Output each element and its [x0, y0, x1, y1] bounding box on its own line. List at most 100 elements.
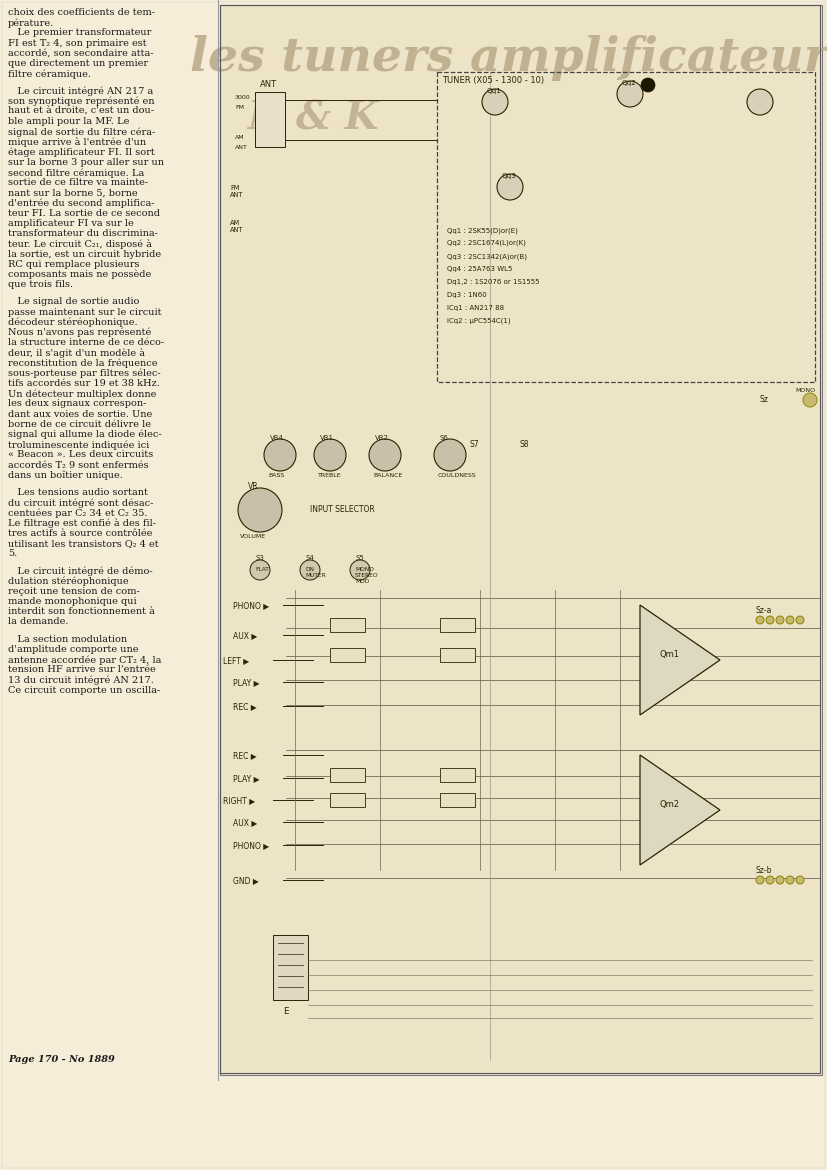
- Text: RC qui remplace plusieurs: RC qui remplace plusieurs: [8, 260, 140, 269]
- Text: Les tensions audio sortant: Les tensions audio sortant: [8, 488, 148, 497]
- Polygon shape: [640, 605, 720, 715]
- Text: accordés T₂ 9 sont enfermés: accordés T₂ 9 sont enfermés: [8, 461, 149, 469]
- Text: DN
MUTER: DN MUTER: [305, 567, 326, 578]
- Text: PLAY ▶: PLAY ▶: [233, 775, 260, 783]
- Text: « Beacon ». Les deux circuits: « Beacon ». Les deux circuits: [8, 450, 153, 460]
- Bar: [330, 793, 365, 807]
- Bar: [330, 648, 365, 662]
- Text: Qq1 : 2SK55(D)or(E): Qq1 : 2SK55(D)or(E): [447, 227, 518, 234]
- Text: MONO: MONO: [795, 388, 815, 393]
- Circle shape: [314, 439, 346, 472]
- Text: AUX ▶: AUX ▶: [233, 631, 257, 640]
- Text: troluminescente indiquée ici: troluminescente indiquée ici: [8, 440, 149, 449]
- Text: antenne accordée par CT₂ 4, la: antenne accordée par CT₂ 4, la: [8, 655, 161, 665]
- Text: signal qui allume la diode élec-: signal qui allume la diode élec-: [8, 431, 161, 440]
- Text: Qq3: Qq3: [502, 173, 517, 179]
- Circle shape: [497, 174, 523, 200]
- Bar: [330, 618, 365, 632]
- Text: PHONO ▶: PHONO ▶: [233, 841, 269, 849]
- Text: 3000: 3000: [235, 95, 251, 99]
- Circle shape: [350, 560, 370, 580]
- Text: Qq2 : 2SC1674(L)or(K): Qq2 : 2SC1674(L)or(K): [447, 240, 526, 247]
- Text: sur la borne 3 pour aller sur un: sur la borne 3 pour aller sur un: [8, 158, 164, 167]
- Text: ANT: ANT: [235, 145, 248, 150]
- Text: dans un boîtier unique.: dans un boîtier unique.: [8, 470, 123, 481]
- Bar: [255, 92, 285, 147]
- Text: sous-porteuse par filtres sélec-: sous-porteuse par filtres sélec-: [8, 369, 160, 378]
- Circle shape: [747, 89, 773, 115]
- Text: amplificateur FI va sur le: amplificateur FI va sur le: [8, 219, 134, 228]
- Circle shape: [238, 488, 282, 532]
- Text: Le signal de sortie audio: Le signal de sortie audio: [8, 297, 140, 307]
- Text: AM: AM: [235, 135, 245, 140]
- Text: PHONO ▶: PHONO ▶: [233, 601, 269, 610]
- Text: S8: S8: [520, 440, 529, 449]
- Circle shape: [776, 615, 784, 624]
- Text: BASS: BASS: [268, 473, 284, 479]
- Text: TREBLE: TREBLE: [318, 473, 342, 479]
- Text: Le circuit intégré de démo-: Le circuit intégré de démo-: [8, 566, 153, 576]
- Circle shape: [300, 560, 320, 580]
- Text: REC ▶: REC ▶: [233, 702, 256, 711]
- Text: VR1: VR1: [320, 435, 334, 441]
- Bar: [440, 793, 475, 807]
- Text: FI est T₂ 4, son primaire est: FI est T₂ 4, son primaire est: [8, 39, 146, 48]
- Circle shape: [482, 89, 508, 115]
- Text: S4: S4: [305, 555, 313, 560]
- Polygon shape: [640, 755, 720, 865]
- Text: VR: VR: [248, 482, 259, 491]
- Text: VOLUME: VOLUME: [240, 534, 266, 539]
- Text: pérature.: pérature.: [8, 19, 55, 28]
- Text: décodeur stéréophonique.: décodeur stéréophonique.: [8, 318, 137, 328]
- Text: composants mais ne possède: composants mais ne possède: [8, 270, 151, 280]
- Text: Qm2: Qm2: [660, 800, 680, 808]
- Circle shape: [250, 560, 270, 580]
- Text: Qq2: Qq2: [622, 80, 637, 87]
- Text: teur. Le circuit C₂₁, disposé à: teur. Le circuit C₂₁, disposé à: [8, 240, 152, 249]
- Text: dant aux voies de sortie. Une: dant aux voies de sortie. Une: [8, 410, 152, 419]
- Bar: [220, 5, 822, 1075]
- Text: sortie de ce filtre va mainte-: sortie de ce filtre va mainte-: [8, 178, 148, 187]
- Text: GND ▶: GND ▶: [233, 876, 259, 885]
- Text: du circuit intégré sont désac-: du circuit intégré sont désac-: [8, 498, 153, 508]
- Circle shape: [641, 78, 655, 92]
- Text: REC ▶: REC ▶: [233, 751, 256, 760]
- Text: MONO
STEREO
MOD: MONO STEREO MOD: [355, 567, 379, 584]
- Text: Qq1: Qq1: [487, 88, 502, 94]
- Text: d'entrée du second amplifica-: d'entrée du second amplifica-: [8, 199, 155, 208]
- Bar: [440, 768, 475, 782]
- Text: La section modulation: La section modulation: [8, 634, 127, 644]
- Text: la structure interne de ce déco-: la structure interne de ce déco-: [8, 338, 164, 347]
- Text: Dq3 : 1N60: Dq3 : 1N60: [447, 292, 487, 298]
- Text: FLAT: FLAT: [255, 567, 269, 572]
- Text: E: E: [283, 1007, 289, 1016]
- Text: que trois fils.: que trois fils.: [8, 280, 73, 289]
- Text: haut et à droite, c'est un dou-: haut et à droite, c'est un dou-: [8, 106, 154, 116]
- Text: nant sur la borne 5, borne: nant sur la borne 5, borne: [8, 188, 137, 198]
- Text: Le filtrage est confié à des fil-: Le filtrage est confié à des fil-: [8, 518, 156, 529]
- Text: centuées par C₂ 34 et C₂ 35.: centuées par C₂ 34 et C₂ 35.: [8, 509, 147, 518]
- Text: Dq1,2 : 1S2076 or 1S1555: Dq1,2 : 1S2076 or 1S1555: [447, 278, 539, 285]
- Text: Sz: Sz: [760, 395, 769, 404]
- Text: reçoit une tension de com-: reçoit une tension de com-: [8, 587, 140, 596]
- Text: les tuners amplificateurs: les tuners amplificateurs: [190, 35, 827, 81]
- Text: tifs accordés sur 19 et 38 kHz.: tifs accordés sur 19 et 38 kHz.: [8, 379, 160, 388]
- Text: ICq2 : μPC554C(1): ICq2 : μPC554C(1): [447, 318, 510, 324]
- Text: dulation stéréophonique: dulation stéréophonique: [8, 577, 129, 586]
- Text: TUNER (X05 - 1300 - 10): TUNER (X05 - 1300 - 10): [442, 76, 544, 85]
- Text: utilisant les transistors Q₂ 4 et: utilisant les transistors Q₂ 4 et: [8, 539, 159, 548]
- Text: borne de ce circuit délivre le: borne de ce circuit délivre le: [8, 420, 151, 428]
- Text: que directement un premier: que directement un premier: [8, 58, 148, 68]
- Text: Le circuit intégré AN 217 a: Le circuit intégré AN 217 a: [8, 87, 153, 96]
- Text: Un détecteur multiplex donne: Un détecteur multiplex donne: [8, 390, 156, 399]
- Text: ICq1 : AN217 88: ICq1 : AN217 88: [447, 305, 504, 311]
- Text: passe maintenant sur le circuit: passe maintenant sur le circuit: [8, 308, 161, 317]
- Circle shape: [786, 615, 794, 624]
- Circle shape: [796, 615, 804, 624]
- Circle shape: [803, 393, 817, 407]
- Text: S6: S6: [440, 435, 449, 441]
- Circle shape: [766, 615, 774, 624]
- Text: AM
ANT: AM ANT: [230, 220, 243, 233]
- Text: Qm1: Qm1: [660, 651, 680, 659]
- Text: la sortie, est un circuit hybride: la sortie, est un circuit hybride: [8, 249, 161, 259]
